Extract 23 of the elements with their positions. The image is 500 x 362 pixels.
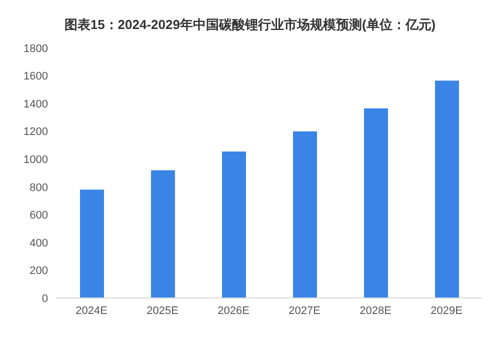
chart-title: 图表15：2024-2029年中国碳酸锂行业市场规模预测(单位：亿元) bbox=[63, 16, 437, 34]
y-tick-label: 400 bbox=[30, 237, 48, 250]
bar bbox=[293, 131, 317, 298]
y-tick-label: 200 bbox=[30, 265, 48, 278]
y-tick-label: 1200 bbox=[24, 126, 48, 138]
bar bbox=[80, 190, 104, 298]
y-tick-label: 1600 bbox=[24, 70, 48, 83]
bar bbox=[364, 108, 388, 298]
y-tick-label: 1800 bbox=[24, 42, 48, 55]
x-tick-label: 2025E bbox=[146, 304, 178, 317]
x-tick-label: 2024E bbox=[76, 304, 108, 317]
y-tick-label: 1000 bbox=[24, 154, 48, 166]
bar bbox=[435, 80, 459, 298]
y-tick-label: 1400 bbox=[24, 98, 48, 110]
x-tick-label: 2027E bbox=[288, 304, 320, 317]
y-tick-label: 0 bbox=[42, 292, 48, 305]
bar bbox=[222, 151, 246, 298]
y-tick-label: 600 bbox=[30, 210, 48, 222]
bar bbox=[151, 170, 175, 298]
x-tick-label: 2029E bbox=[430, 304, 462, 317]
x-tick-label: 2028E bbox=[360, 304, 392, 317]
y-tick-label: 800 bbox=[30, 182, 48, 194]
x-tick-label: 2026E bbox=[218, 304, 250, 317]
